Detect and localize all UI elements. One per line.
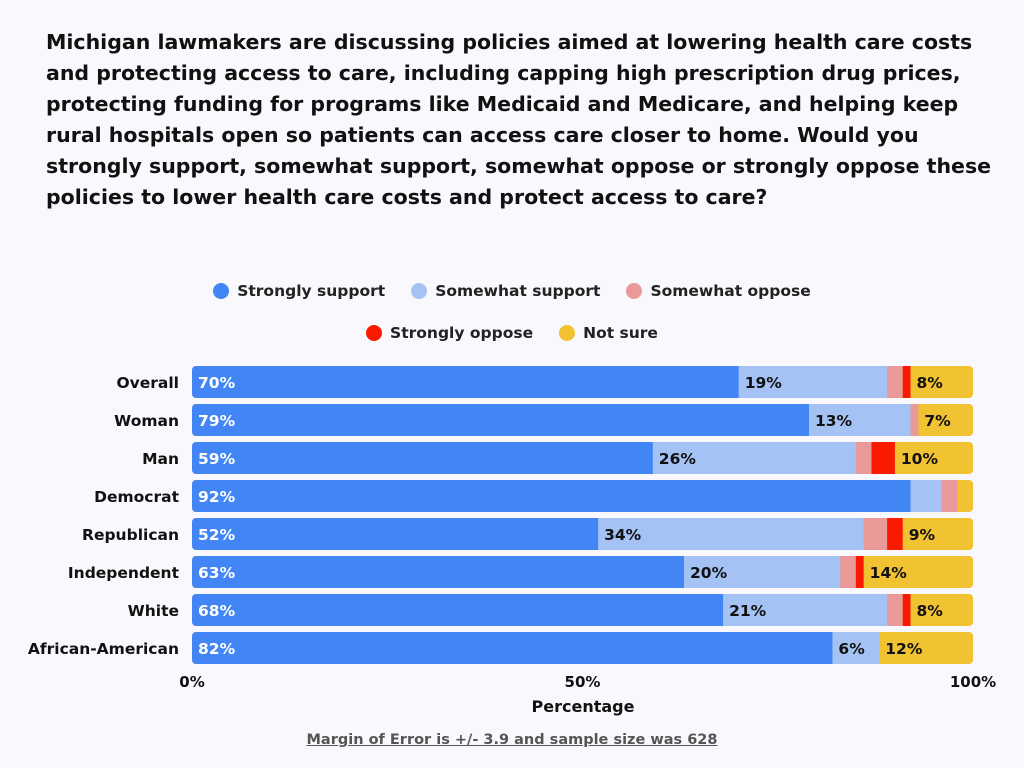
data-label: 79%: [198, 412, 236, 430]
data-label: 52%: [198, 526, 236, 544]
legend-swatch: [559, 325, 576, 341]
legend-swatch: [411, 283, 428, 299]
bar-segment-somewhat-oppose: [855, 442, 872, 474]
chart-title: Michigan lawmakers are discussing polici…: [46, 30, 992, 209]
bar-segment-not-sure: [918, 404, 973, 436]
bar-segment-somewhat-support: [738, 366, 888, 398]
data-label: 13%: [815, 412, 853, 430]
data-label: 8%: [917, 374, 944, 392]
bar-segment-strongly-oppose: [871, 442, 896, 474]
data-label: 8%: [917, 602, 944, 620]
bar-segment-somewhat-support: [652, 442, 857, 474]
data-label: 10%: [901, 450, 939, 468]
bar-segment-somewhat-support: [910, 480, 943, 512]
bar-segment-not-sure: [863, 556, 973, 588]
data-label: 14%: [870, 564, 908, 582]
legend-swatch: [213, 283, 230, 299]
data-label: 34%: [604, 526, 642, 544]
bar-segment-strongly-support: [192, 442, 654, 474]
bar-segment-strongly-support: [192, 404, 810, 436]
bar-segment-strongly-oppose: [855, 556, 865, 588]
bar-segment-somewhat-support: [808, 404, 912, 436]
bar-segment-not-sure: [910, 366, 973, 398]
bar-segment-somewhat-support: [598, 518, 865, 550]
legend-item-somewhat-support[interactable]: Somewhat support: [411, 282, 600, 300]
data-label: 70%: [198, 374, 236, 392]
bar-segment-somewhat-oppose: [863, 518, 888, 550]
bar-segment-somewhat-support: [684, 556, 841, 588]
legend-item-somewhat-oppose[interactable]: Somewhat oppose: [626, 282, 811, 300]
bar-segment-strongly-oppose: [902, 366, 912, 398]
legend-label: Not sure: [583, 324, 658, 342]
x-tick-label: 100%: [950, 673, 996, 691]
bar-segment-strongly-support: [192, 632, 833, 664]
data-label: 19%: [745, 374, 783, 392]
bar-segment-strongly-support: [192, 366, 740, 398]
category-label: Overall: [116, 374, 179, 392]
bar-segment-strongly-support: [192, 556, 685, 588]
bar-segment-not-sure: [902, 518, 973, 550]
legend-swatch: [626, 283, 643, 299]
legend-item-strongly-oppose[interactable]: Strongly oppose: [366, 324, 533, 342]
bar-segment-not-sure: [910, 594, 973, 626]
bar-segment-strongly-support: [192, 518, 599, 550]
legend-item-strongly-support[interactable]: Strongly support: [213, 282, 385, 300]
bar-segment-somewhat-oppose: [887, 594, 904, 626]
x-tick-label: 0%: [179, 673, 204, 691]
legend-swatch: [366, 325, 383, 341]
category-label: African-American: [28, 640, 179, 658]
category-label: White: [128, 602, 179, 620]
bar-segment-not-sure: [957, 480, 973, 512]
legend-label: Somewhat oppose: [650, 282, 811, 300]
data-label: 7%: [924, 412, 951, 430]
data-label: 82%: [198, 640, 236, 658]
data-label: 63%: [198, 564, 236, 582]
bar-segment-somewhat-oppose: [887, 366, 904, 398]
data-label: 59%: [198, 450, 236, 468]
data-label: 26%: [659, 450, 697, 468]
bar-segment-strongly-oppose: [887, 518, 904, 550]
bar-segment-somewhat-support: [832, 632, 880, 664]
category-label: Democrat: [94, 488, 179, 506]
bar-segment-somewhat-oppose: [941, 480, 958, 512]
bar-segment-somewhat-support: [723, 594, 888, 626]
margin-of-error-note: Margin of Error is +/- 3.9 and sample si…: [306, 732, 718, 748]
category-label: Woman: [114, 412, 179, 430]
bar-segment-somewhat-oppose: [840, 556, 857, 588]
bar-segment-not-sure: [879, 632, 973, 664]
legend-row-1: Strongly support Somewhat support Somewh…: [0, 282, 1024, 300]
bar-segment-not-sure: [894, 442, 973, 474]
category-label: Man: [142, 450, 179, 468]
data-label: 6%: [838, 640, 865, 658]
bar-segment-somewhat-oppose: [910, 404, 919, 436]
data-label: 68%: [198, 602, 236, 620]
bar-segment-strongly-support: [192, 594, 724, 626]
bar-segment-strongly-support: [192, 480, 912, 512]
x-axis-label: Percentage: [531, 697, 635, 716]
data-label: 92%: [198, 488, 236, 506]
legend-label: Somewhat support: [435, 282, 601, 300]
category-label: Republican: [82, 526, 179, 544]
bar-segment-strongly-oppose: [902, 594, 912, 626]
data-label: 12%: [885, 640, 923, 658]
data-label: 9%: [909, 526, 936, 544]
legend-label: Strongly support: [237, 282, 386, 300]
data-label: 21%: [729, 602, 767, 620]
category-label: Independent: [68, 564, 180, 582]
data-label: 20%: [690, 564, 728, 582]
legend-row-2: Strongly oppose Not sure: [0, 324, 1024, 342]
x-tick-label: 50%: [565, 673, 601, 691]
legend-item-not-sure[interactable]: Not sure: [559, 324, 658, 342]
legend-label: Strongly oppose: [390, 324, 534, 342]
